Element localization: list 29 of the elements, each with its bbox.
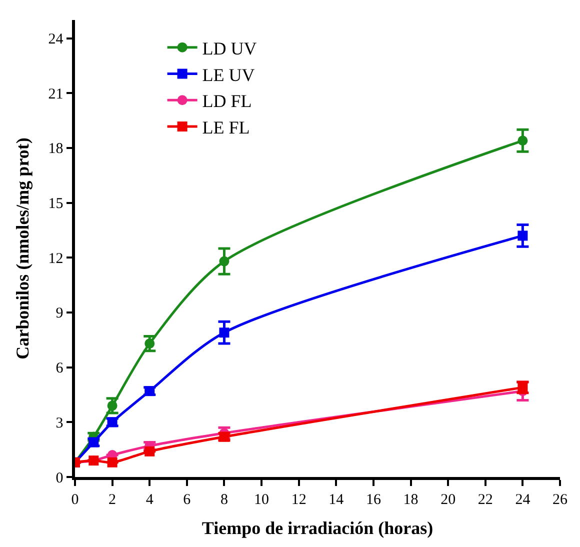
y-tick-label: 24 [48,32,64,48]
y-tick-label: 18 [48,141,64,158]
x-tick-label: 16 [366,492,382,508]
y-tick-label: 0 [56,470,64,486]
x-tick-label: 26 [552,492,568,508]
x-tick-label: 10 [254,492,270,508]
y-axis-title: Carbonilos (nmoles/mg prot) [12,138,32,360]
legend-label: LE UV [202,64,255,85]
x-axis-title: Tiempo de irradiación (horas) [202,518,434,538]
legend-label: LD UV [202,38,257,58]
x-tick-label: 24 [515,492,531,508]
x-tick-label: 6 [183,492,192,508]
x-tick-label: 0 [71,492,79,508]
y-tick-label: 12 [48,250,64,267]
y-tick-label: 6 [56,360,64,377]
legend-label: LD FL [202,91,252,112]
x-tick-label: 12 [291,492,306,508]
legend-label: LE FL [202,118,250,138]
y-tick-label: 21 [48,86,64,102]
x-tick-label: 4 [146,492,154,508]
x-tick-label: 2 [108,492,116,508]
x-tick-label: 18 [403,492,418,508]
y-tick-label: 15 [48,196,64,212]
x-tick-label: 22 [478,492,493,508]
x-tick-label: 8 [220,492,228,508]
x-tick-label: 14 [328,492,344,508]
x-tick-label: 20 [440,492,456,508]
y-tick-label: 9 [56,306,64,322]
y-tick-label: 3 [56,415,64,432]
